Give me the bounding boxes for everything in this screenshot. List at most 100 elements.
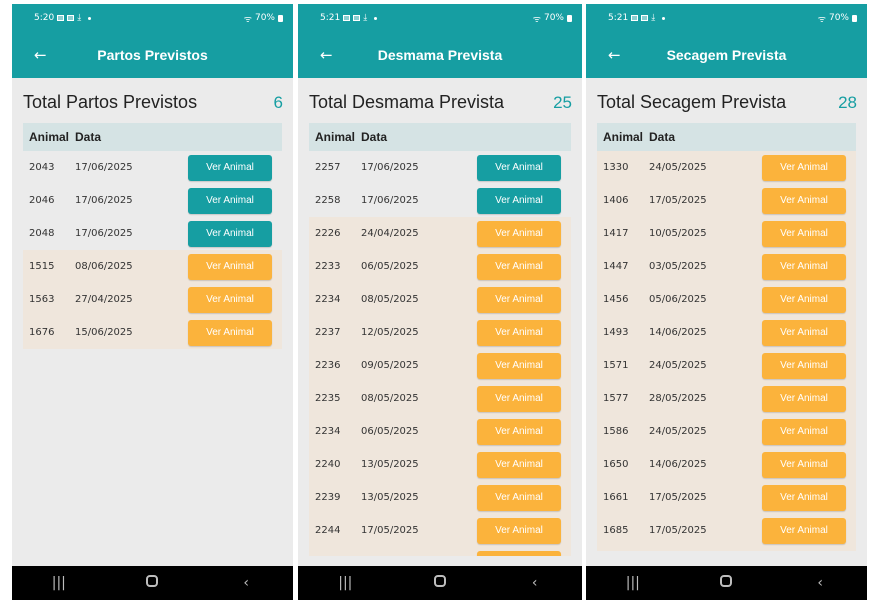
ver-animal-button[interactable]: Ver Animal: [188, 319, 272, 346]
date-cell: 17/05/2025: [361, 525, 419, 536]
home-icon[interactable]: [132, 575, 172, 591]
date-cell: 24/04/2025: [361, 228, 419, 239]
recents-icon[interactable]: |||: [338, 575, 353, 591]
phone-screen-secagem: 5:21 ⤓ ᯤ 70% ← Secagem Prevista Total Se…: [586, 4, 867, 600]
ver-animal-button[interactable]: Ver Animal: [762, 418, 846, 445]
animal-id: 2235: [315, 393, 341, 404]
more-notifications-icon: [374, 16, 378, 20]
table-header: Animal Data: [23, 123, 282, 151]
header-date: Data: [649, 130, 676, 144]
nav-back-icon[interactable]: ‹: [531, 575, 538, 591]
wifi-signal-icon: ᯤ: [243, 14, 252, 25]
animal-id: 2258: [315, 195, 341, 206]
gallery-notification-icon: [57, 15, 65, 21]
table-row: 1563 27/04/2025 Ver Animal: [23, 283, 282, 316]
arrow-left-icon[interactable]: ←: [608, 46, 621, 64]
date-cell: 12/05/2025: [361, 327, 419, 338]
summary-label: Total Desmama Prevista: [309, 92, 505, 112]
summary-count: 6: [273, 92, 283, 112]
table-row: 1447 03/05/2025 Ver Animal: [597, 250, 856, 283]
ver-animal-button[interactable]: Ver Animal: [477, 319, 561, 346]
animal-id: 1330: [603, 162, 629, 173]
table-row: 2233 06/05/2025 Ver Animal: [309, 250, 571, 283]
animal-table: Animal Data 2257 17/06/2025 Ver Animal 2…: [309, 123, 571, 556]
ver-animal-button[interactable]: Ver Animal: [762, 253, 846, 280]
ver-animal-button[interactable]: Ver Animal: [477, 352, 561, 379]
system-nav-bar: ||| ‹: [586, 566, 867, 600]
animal-id: 1650: [603, 459, 629, 470]
status-time: 5:21: [608, 13, 629, 23]
recents-icon[interactable]: |||: [625, 575, 640, 591]
home-icon[interactable]: [706, 575, 746, 591]
status-bar: 5:21 ⤓ ᯤ 70%: [586, 4, 867, 32]
download-icon: ⤓: [651, 13, 656, 23]
ver-animal-button[interactable]: Ver Animal: [477, 286, 561, 313]
date-cell: 27/04/2025: [75, 294, 133, 305]
ver-animal-button-partial[interactable]: [477, 550, 561, 556]
date-cell: 10/05/2025: [649, 228, 707, 239]
ver-animal-button[interactable]: Ver Animal: [477, 154, 561, 181]
ver-animal-button[interactable]: Ver Animal: [477, 220, 561, 247]
table-row: 2046 17/06/2025 Ver Animal: [23, 184, 282, 217]
ver-animal-button[interactable]: Ver Animal: [188, 154, 272, 181]
ver-animal-button[interactable]: Ver Animal: [477, 484, 561, 511]
table-row: 1650 14/06/2025 Ver Animal: [597, 448, 856, 481]
table-body[interactable]: 2257 17/06/2025 Ver Animal 2258 17/06/20…: [309, 151, 571, 556]
ver-animal-button[interactable]: Ver Animal: [188, 286, 272, 313]
summary-label: Total Partos Previstos: [23, 92, 198, 112]
date-cell: 08/05/2025: [361, 393, 419, 404]
animal-id: 1661: [603, 492, 629, 503]
ver-animal-button-partial[interactable]: [762, 550, 846, 551]
ver-animal-button[interactable]: Ver Animal: [477, 385, 561, 412]
ver-animal-button[interactable]: Ver Animal: [762, 451, 846, 478]
arrow-left-icon[interactable]: ←: [320, 46, 333, 64]
ver-animal-button[interactable]: Ver Animal: [762, 319, 846, 346]
home-icon[interactable]: [420, 575, 460, 591]
ver-animal-button[interactable]: Ver Animal: [188, 187, 272, 214]
recents-icon[interactable]: |||: [51, 575, 66, 591]
animal-id: 2226: [315, 228, 341, 239]
ver-animal-button[interactable]: Ver Animal: [477, 451, 561, 478]
header-date: Data: [75, 130, 102, 144]
status-time: 5:20: [34, 13, 55, 23]
table-body[interactable]: 2043 17/06/2025 Ver Animal 2046 17/06/20…: [23, 151, 282, 349]
table-body[interactable]: 1330 24/05/2025 Ver Animal 1406 17/05/20…: [597, 151, 856, 551]
arrow-left-icon[interactable]: ←: [34, 46, 47, 64]
date-cell: 17/05/2025: [649, 525, 707, 536]
ver-animal-button[interactable]: Ver Animal: [188, 253, 272, 280]
status-bar: 5:20 ⤓ ᯤ 70%: [12, 4, 293, 32]
ver-animal-button[interactable]: Ver Animal: [762, 187, 846, 214]
table-row: 1417 10/05/2025 Ver Animal: [597, 217, 856, 250]
ver-animal-button[interactable]: Ver Animal: [762, 220, 846, 247]
table-row: 2234 08/05/2025 Ver Animal: [309, 283, 571, 316]
date-cell: 06/05/2025: [361, 426, 419, 437]
animal-id: 1515: [29, 261, 55, 272]
date-cell: 24/05/2025: [649, 360, 707, 371]
animal-id: 1447: [603, 261, 629, 272]
nav-back-icon[interactable]: ‹: [817, 575, 823, 591]
nav-back-icon[interactable]: ‹: [243, 575, 249, 591]
ver-animal-button[interactable]: Ver Animal: [762, 484, 846, 511]
ver-animal-button[interactable]: Ver Animal: [762, 154, 846, 181]
table-header: Animal Data: [597, 123, 856, 151]
battery-percent: 70%: [543, 13, 564, 23]
table-row: 2258 17/06/2025 Ver Animal: [309, 184, 571, 217]
ver-animal-button[interactable]: Ver Animal: [477, 517, 561, 544]
ver-animal-button[interactable]: Ver Animal: [188, 220, 272, 247]
ver-animal-button[interactable]: Ver Animal: [762, 352, 846, 379]
table-row: 1406 17/05/2025 Ver Animal: [597, 184, 856, 217]
ver-animal-button[interactable]: Ver Animal: [762, 517, 846, 544]
ver-animal-button[interactable]: Ver Animal: [477, 187, 561, 214]
ver-animal-button[interactable]: Ver Animal: [762, 385, 846, 412]
ver-animal-button[interactable]: Ver Animal: [477, 418, 561, 445]
animal-id: 2257: [315, 162, 341, 173]
ver-animal-button[interactable]: Ver Animal: [762, 286, 846, 313]
table-row: 1493 14/06/2025 Ver Animal: [597, 316, 856, 349]
animal-table: Animal Data 2043 17/06/2025 Ver Animal 2…: [23, 123, 282, 349]
date-cell: 13/05/2025: [361, 492, 419, 503]
app-bar: ← Desmama Prevista: [298, 32, 582, 78]
ver-animal-button[interactable]: Ver Animal: [477, 253, 561, 280]
battery-icon: [278, 14, 283, 22]
table-row: 2226 24/04/2025 Ver Animal: [309, 217, 571, 250]
wifi-signal-icon: ᯤ: [532, 14, 541, 25]
